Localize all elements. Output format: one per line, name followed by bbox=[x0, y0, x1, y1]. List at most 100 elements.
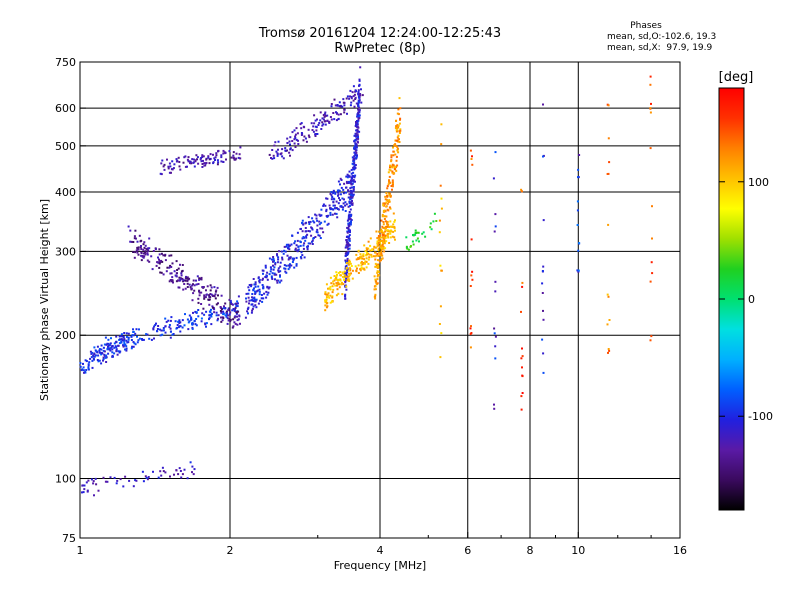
data-point bbox=[331, 213, 334, 216]
data-point bbox=[293, 138, 296, 141]
data-point bbox=[350, 183, 353, 186]
data-point bbox=[212, 306, 214, 309]
data-point bbox=[322, 114, 325, 116]
data-point bbox=[389, 236, 392, 239]
data-point bbox=[320, 221, 323, 224]
data-point bbox=[157, 325, 160, 327]
data-point bbox=[251, 299, 254, 302]
data-point bbox=[372, 255, 375, 258]
data-point bbox=[381, 213, 384, 216]
data-point bbox=[268, 273, 271, 276]
data-point bbox=[380, 254, 383, 257]
data-point bbox=[344, 254, 347, 257]
data-point bbox=[239, 157, 242, 160]
data-point bbox=[352, 166, 355, 169]
data-point bbox=[381, 243, 384, 246]
data-point bbox=[132, 241, 135, 243]
data-point bbox=[414, 231, 417, 234]
data-point bbox=[365, 257, 368, 260]
data-point bbox=[110, 346, 113, 349]
data-point bbox=[348, 221, 351, 224]
data-point bbox=[315, 214, 318, 217]
data-point bbox=[229, 320, 232, 323]
data-point bbox=[369, 249, 372, 252]
data-point bbox=[345, 271, 348, 274]
data-point bbox=[335, 275, 338, 278]
data-point bbox=[291, 257, 294, 260]
data-point bbox=[312, 237, 315, 240]
data-point bbox=[346, 219, 349, 222]
data-point bbox=[357, 136, 359, 139]
data-point bbox=[346, 241, 349, 244]
data-point bbox=[377, 255, 380, 257]
data-point bbox=[237, 295, 240, 298]
data-point bbox=[136, 335, 138, 338]
data-point bbox=[350, 95, 353, 98]
data-point bbox=[364, 254, 367, 257]
colorbar-tick-label: -100 bbox=[748, 410, 773, 423]
data-point bbox=[280, 279, 283, 282]
data-point bbox=[93, 353, 96, 356]
data-point bbox=[377, 243, 380, 246]
data-point bbox=[350, 272, 352, 275]
data-point bbox=[355, 156, 358, 159]
data-point bbox=[351, 200, 353, 202]
data-point bbox=[388, 168, 391, 171]
data-point bbox=[317, 124, 320, 126]
data-point bbox=[273, 273, 276, 276]
data-point bbox=[358, 130, 361, 133]
data-point bbox=[541, 338, 544, 341]
data-point bbox=[265, 290, 268, 293]
data-point bbox=[313, 114, 316, 117]
data-point bbox=[344, 272, 347, 275]
data-point bbox=[494, 225, 497, 228]
data-point bbox=[649, 107, 652, 110]
data-point bbox=[356, 120, 358, 122]
data-point bbox=[355, 90, 357, 93]
data-point bbox=[297, 248, 300, 251]
data-point bbox=[380, 236, 383, 239]
data-point bbox=[418, 240, 420, 243]
data-point bbox=[342, 202, 345, 205]
data-point bbox=[608, 161, 611, 164]
data-point bbox=[196, 275, 199, 278]
data-point bbox=[232, 325, 235, 328]
data-point bbox=[399, 118, 401, 121]
data-point bbox=[325, 197, 328, 200]
data-point bbox=[250, 283, 253, 286]
data-point bbox=[301, 254, 304, 257]
data-point bbox=[178, 165, 181, 168]
data-point bbox=[210, 293, 213, 296]
data-point bbox=[94, 477, 97, 480]
data-point bbox=[386, 235, 389, 238]
data-point bbox=[382, 235, 385, 238]
data-point bbox=[331, 300, 333, 303]
data-point bbox=[178, 161, 181, 163]
data-point bbox=[111, 345, 114, 347]
data-point bbox=[146, 478, 149, 481]
data-point bbox=[169, 279, 172, 281]
data-point bbox=[294, 240, 297, 243]
data-point bbox=[376, 271, 379, 274]
data-point bbox=[226, 322, 229, 325]
data-point bbox=[417, 231, 420, 234]
data-point bbox=[349, 196, 352, 199]
data-point bbox=[170, 254, 173, 257]
data-point bbox=[521, 392, 524, 394]
data-point bbox=[127, 336, 130, 339]
data-point bbox=[188, 314, 191, 317]
data-point bbox=[184, 287, 187, 290]
data-point bbox=[87, 366, 90, 369]
data-point bbox=[360, 264, 363, 267]
data-point bbox=[329, 116, 332, 118]
data-point bbox=[200, 320, 203, 323]
data-point bbox=[494, 213, 497, 216]
data-point bbox=[542, 219, 545, 222]
data-point bbox=[324, 123, 327, 126]
data-point bbox=[346, 235, 349, 238]
data-point bbox=[133, 342, 136, 345]
data-point bbox=[117, 344, 120, 347]
data-point bbox=[350, 97, 353, 100]
data-point bbox=[144, 244, 147, 247]
data-point bbox=[354, 149, 357, 152]
